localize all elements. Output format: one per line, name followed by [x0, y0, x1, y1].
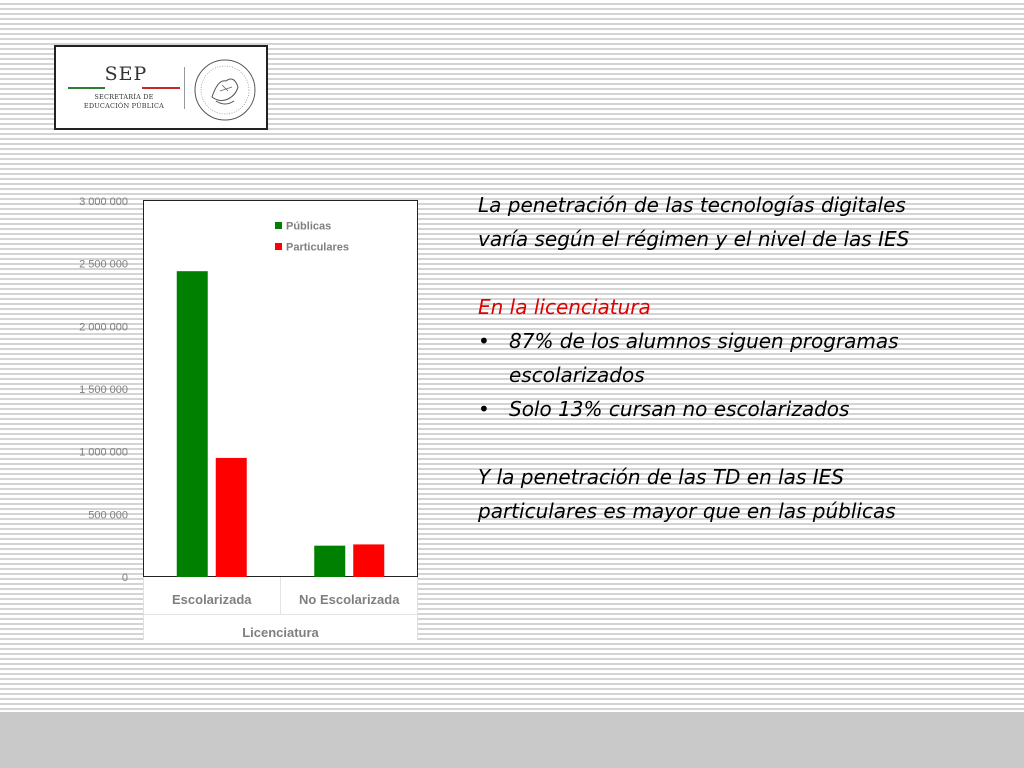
bar-particulares-escolarizada — [215, 457, 247, 577]
y-tick-label: 0 — [122, 572, 128, 584]
x-group-label: Licenciatura — [242, 625, 319, 640]
x-category-label: Escolarizada — [172, 592, 252, 607]
bar-públicas-escolarizada — [176, 271, 208, 577]
bullet-list: 87% de los alumnos siguen programas esco… — [478, 324, 918, 426]
y-tick-label: 1 500 000 — [79, 384, 128, 396]
y-tick-label: 3 000 000 — [79, 196, 128, 208]
bullet-item: 87% de los alumnos siguen programas esco… — [478, 324, 918, 392]
y-tick-label: 500 000 — [88, 509, 128, 521]
logo-tricolor-rule — [68, 87, 180, 89]
sep-logo: SEP SECRETARÍA DE EDUCACIÓN PÚBLICA — [54, 45, 268, 130]
bar-públicas-no-escolarizada — [314, 545, 346, 577]
y-tick-label: 2 000 000 — [79, 321, 128, 333]
bar-particulares-no-escolarizada — [353, 544, 385, 577]
logo-line1: SECRETARÍA DE — [94, 93, 154, 101]
logo-line2: EDUCACIÓN PÚBLICA — [83, 102, 165, 110]
x-category-label: No Escolarizada — [299, 592, 400, 607]
bullet-item: Solo 13% cursan no escolarizados — [478, 392, 918, 426]
text-panel: La penetración de las tecnologías digita… — [478, 188, 918, 528]
closing-text: Y la penetración de las TD en las IES pa… — [478, 465, 896, 523]
coat-of-arms-seal-icon — [194, 59, 256, 121]
legend-label: Públicas — [286, 221, 331, 233]
footer-band — [0, 712, 1024, 768]
category-group-divider — [143, 614, 418, 615]
legend-swatch — [275, 222, 282, 229]
subheading: En la licenciatura — [478, 295, 651, 319]
intro-text: La penetración de las tecnologías digita… — [478, 193, 910, 251]
category-vertical-divider — [280, 577, 281, 614]
legend-swatch — [275, 243, 282, 250]
logo-acronym: SEP — [104, 63, 148, 85]
logo-divider — [184, 67, 185, 109]
legend-label: Particulares — [286, 242, 349, 254]
y-tick-label: 1 000 000 — [79, 447, 128, 459]
y-tick-label: 2 500 000 — [79, 259, 128, 271]
